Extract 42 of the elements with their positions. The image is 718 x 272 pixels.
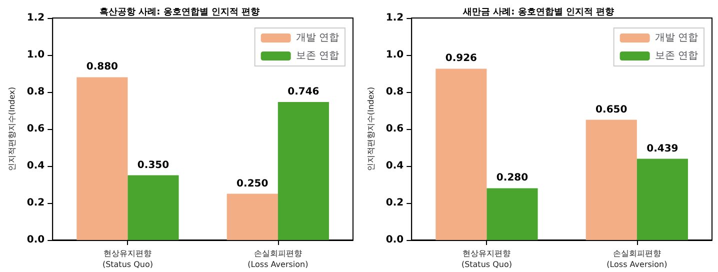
- text: 0.6: [386, 124, 404, 134]
- x-tick-label: 현상유지편향 (Status Quo): [102, 249, 153, 269]
- data-label: 0.746: [288, 86, 320, 98]
- x-tick-label: 현상유지편향 (Status Quo): [461, 249, 512, 269]
- legend-label: 보존 연합: [296, 50, 340, 62]
- text: 1.2: [26, 12, 45, 24]
- x-tick-label: 손실회피편향 (Loss Aversion): [606, 249, 668, 269]
- text: 0.8: [26, 86, 45, 98]
- chart-title: 흑산공항 사례: 옹호연합별 인지적 편향: [99, 8, 260, 18]
- text: 1.0: [386, 50, 404, 60]
- text: 0.4: [386, 160, 404, 172]
- bar: [128, 175, 179, 240]
- bar: [226, 194, 278, 240]
- legend-label: 보존 연합: [654, 50, 698, 62]
- legend-label: 개발 연합: [296, 32, 340, 44]
- data-label: 0.926: [445, 53, 478, 64]
- text: 1.2: [386, 12, 404, 24]
- text: 0.2: [26, 198, 45, 208]
- data-label: 0.350: [137, 160, 170, 171]
- text: 0.0: [386, 234, 404, 246]
- data-label: 0.880: [86, 62, 118, 73]
- data-label: 0.439: [646, 143, 678, 154]
- text: 0.0: [26, 234, 45, 246]
- chart-title: 새만금 사례: 옹호연합별 인지적 편향: [462, 8, 614, 18]
- text: 0.2: [386, 198, 404, 208]
- y-axis-title: 인지적편향지수(Index): [8, 86, 16, 172]
- bar: [486, 188, 538, 240]
- text: 1.0: [26, 50, 45, 60]
- text: 0.8: [386, 86, 404, 98]
- data-label: 0.650: [596, 104, 628, 116]
- text: 0.6: [26, 124, 45, 134]
- data-label: 0.280: [496, 172, 528, 184]
- text: 0.4: [26, 160, 45, 172]
- y-axis-title: 인지적편향지수(Index): [366, 86, 376, 172]
- bar: [636, 158, 688, 240]
- bar: [436, 68, 487, 240]
- data-label: 0.250: [236, 178, 268, 190]
- bar: [586, 120, 637, 240]
- bar: [76, 77, 128, 240]
- legend-label: 개발 연합: [654, 32, 698, 44]
- bar: [278, 102, 329, 240]
- x-tick-label: 손실회피편향 (Loss Aversion): [248, 249, 308, 269]
